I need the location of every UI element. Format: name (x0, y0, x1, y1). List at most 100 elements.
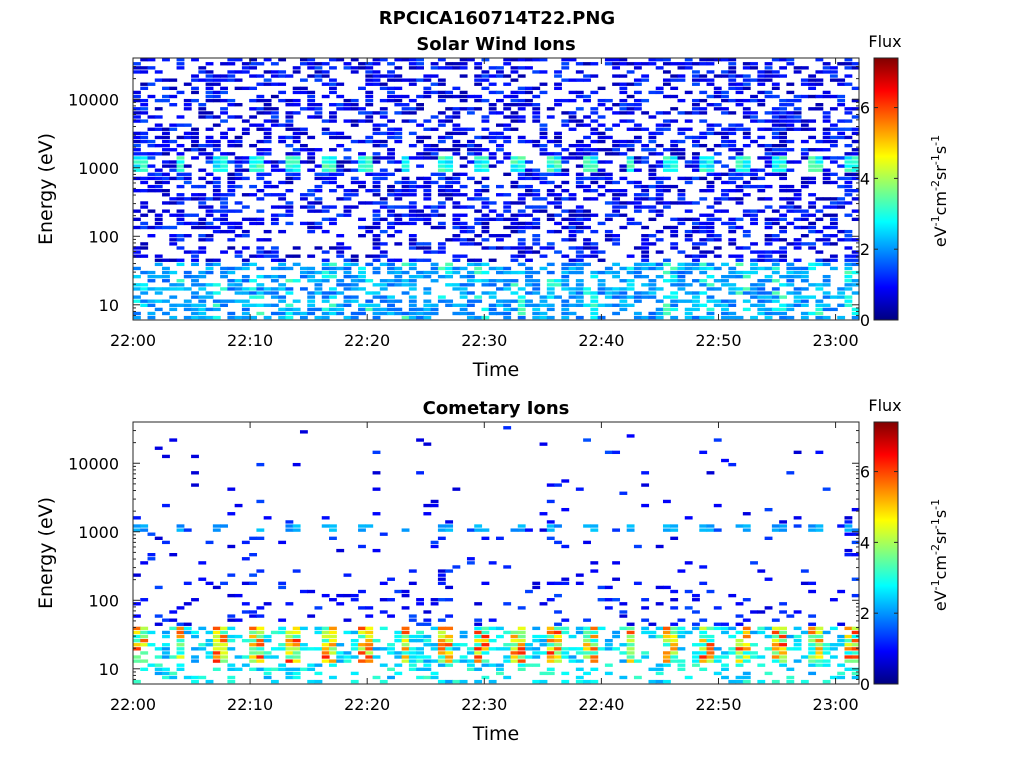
spectrogram-cell (800, 655, 809, 659)
spectrogram-cell (466, 528, 475, 532)
spectrogram-cell (713, 86, 722, 91)
spectrogram-cell (350, 193, 359, 197)
spectrogram-cell (721, 172, 729, 176)
spectrogram-cell (815, 217, 824, 222)
spectrogram-cell (612, 197, 621, 201)
spectrogram-cell (358, 168, 366, 172)
spectrogram-cell (742, 618, 751, 622)
spectrogram-cell (786, 139, 795, 144)
spectrogram-cell (423, 634, 432, 639)
spectrogram-cell (539, 643, 548, 647)
spectrogram-cell (692, 593, 700, 598)
x-tick-label: 22:40 (578, 695, 624, 714)
spectrogram-cell (779, 655, 787, 659)
spectrogram-cell (779, 156, 787, 160)
spectrogram-cell (423, 307, 432, 312)
spectrogram-cell (619, 675, 628, 680)
spectrogram-cell (554, 168, 562, 172)
spectrogram-cell (379, 242, 388, 246)
spectrogram-cell (771, 655, 780, 659)
spectrogram-cell (481, 78, 490, 82)
spectrogram-cell (510, 98, 519, 103)
spectrogram-cell (757, 283, 766, 287)
spectrogram-cell (626, 287, 635, 291)
spectrogram-cell (372, 270, 381, 275)
spectrogram-cell (437, 221, 446, 226)
spectrogram-cell (677, 78, 686, 82)
spectrogram-cell (633, 66, 642, 70)
spectrogram-cell (590, 303, 599, 307)
spectrogram-cell (234, 225, 243, 230)
spectrogram-cell (561, 168, 570, 172)
spectrogram-cell (699, 78, 708, 82)
spectrogram-cell (626, 107, 635, 111)
spectrogram-cell (329, 651, 337, 655)
spectrogram-cell (234, 299, 243, 303)
spectrogram-cell (742, 291, 751, 295)
spectrogram-cell (437, 299, 446, 303)
spectrogram-cell (532, 291, 541, 295)
spectrogram-cell (590, 119, 599, 123)
spectrogram-cell (191, 647, 199, 651)
spectrogram-cell (510, 307, 519, 312)
spectrogram-cell (815, 258, 824, 262)
spectrogram-cell (227, 209, 236, 213)
spectrogram-cell (401, 659, 410, 663)
spectrogram-cell (619, 201, 628, 205)
spectrogram-cell (314, 78, 323, 82)
spectrogram-cell (575, 107, 584, 111)
spectrogram-cell (822, 135, 831, 140)
spectrogram-cell (793, 291, 802, 295)
spectrogram-cell (699, 634, 708, 639)
spectrogram-cell (299, 197, 308, 201)
spectrogram-cell (786, 221, 795, 226)
spectrogram-cell (488, 201, 497, 205)
spectrogram-cell (742, 630, 751, 635)
spectrogram-cell (815, 626, 824, 631)
spectrogram-cell (496, 74, 504, 78)
spectrogram-cell (721, 675, 729, 680)
spectrogram-cell (372, 246, 381, 250)
x-tick-label: 22:30 (461, 331, 507, 350)
spectrogram-cell (423, 90, 432, 95)
spectrogram-cell (517, 315, 526, 320)
spectrogram-cell (416, 242, 424, 246)
spectrogram-cell (423, 622, 432, 626)
spectrogram-cell (314, 103, 323, 107)
spectrogram-cell (517, 139, 526, 144)
spectrogram-cell (452, 111, 461, 115)
spectrogram-cell (430, 544, 439, 549)
spectrogram-cell (837, 524, 846, 528)
spectrogram-cell (612, 287, 621, 291)
spectrogram-cell (169, 238, 178, 242)
spectrogram-cell (241, 279, 250, 283)
spectrogram-cell (539, 254, 548, 258)
spectrogram-cell (191, 471, 199, 475)
spectrogram-cell (837, 229, 846, 234)
spectrogram-cell (140, 201, 149, 205)
spectrogram-cell (670, 229, 679, 234)
spectrogram-cell (721, 303, 729, 307)
spectrogram-cell (604, 638, 613, 643)
spectrogram-cell (561, 283, 570, 287)
spectrogram-cell (699, 528, 708, 532)
spectrogram-cell (503, 123, 512, 127)
spectrogram-cell (241, 266, 250, 271)
spectrogram-cell (822, 630, 831, 635)
spectrogram-cell (285, 115, 294, 119)
spectrogram-cell (815, 94, 824, 99)
spectrogram-cell (169, 168, 178, 172)
spectrogram-cell (372, 180, 381, 185)
spectrogram-cell (350, 189, 359, 193)
spectrogram-cell (822, 283, 831, 287)
spectrogram-cell (169, 176, 178, 181)
spectrogram-cell (510, 299, 519, 303)
spectrogram-cell (314, 270, 323, 275)
spectrogram-cell (525, 528, 533, 532)
spectrogram-cell (786, 274, 795, 279)
spectrogram-cell (670, 638, 679, 643)
spectrogram-cell (662, 499, 671, 504)
spectrogram-cell (655, 127, 664, 131)
spectrogram-cell (299, 647, 308, 651)
spectrogram-cell (510, 258, 519, 262)
